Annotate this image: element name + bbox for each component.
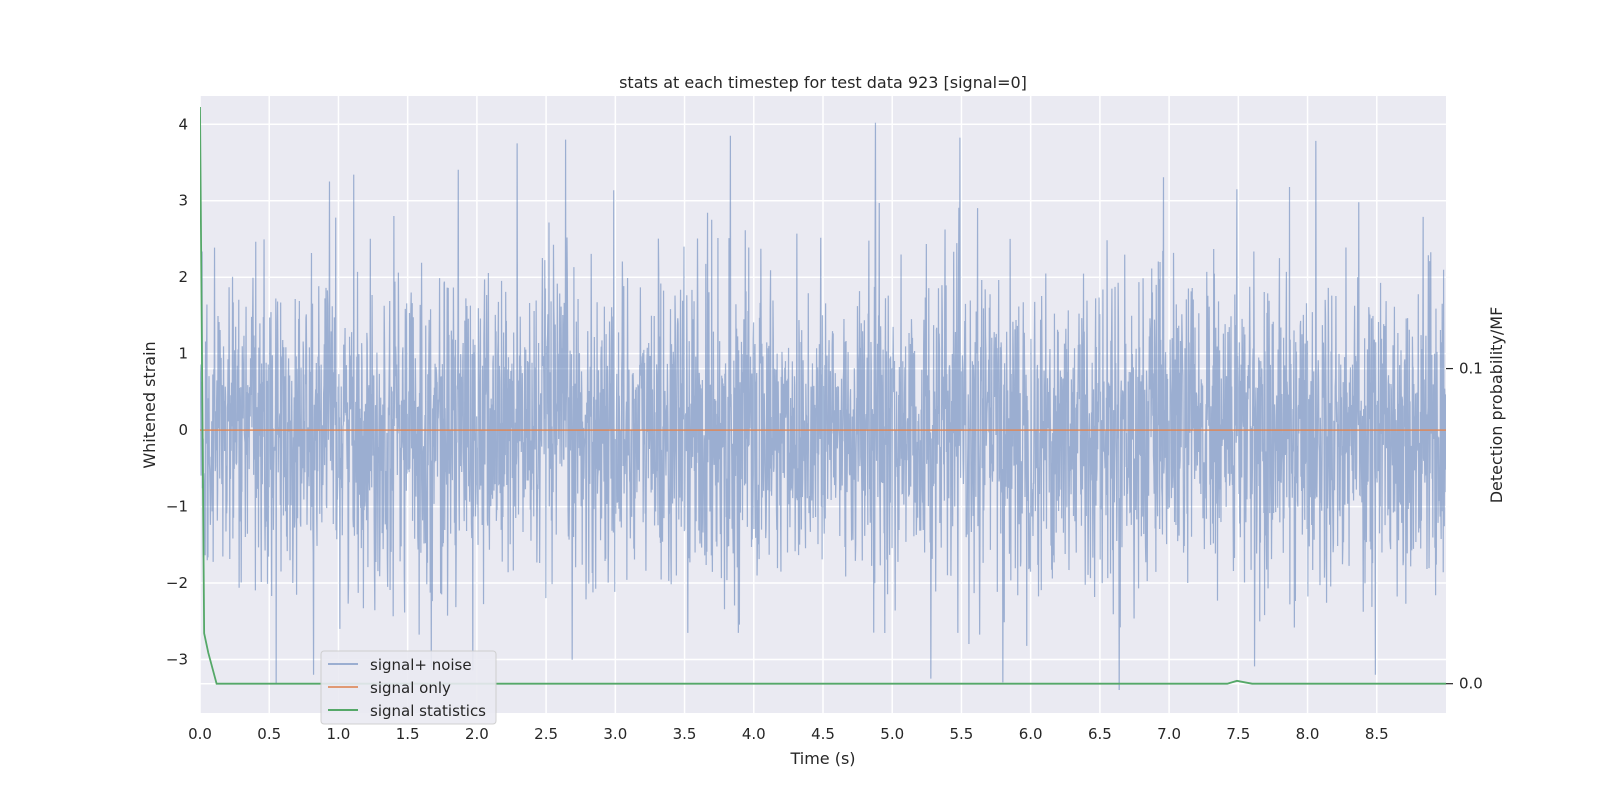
x-tick-label: 4.0 [742, 725, 766, 743]
x-tick-label: 7.5 [1226, 725, 1250, 743]
y-axis-label: Whitened strain [140, 341, 159, 468]
legend-label-signal-statistics: signal statistics [370, 702, 486, 720]
y-tick-label: −2 [166, 574, 188, 592]
y-tick-label: 0 [178, 421, 188, 439]
x-tick-label: 1.0 [327, 725, 351, 743]
y-tick-label: −3 [166, 650, 188, 668]
legend: signal+ noise signal only signal statist… [320, 650, 497, 725]
y-axis-right-label: Detection probability/MF [1487, 307, 1506, 504]
legend-label-signal-noise: signal+ noise [370, 656, 472, 674]
y-tick-label: 1 [178, 345, 188, 363]
y-tick-label: 3 [178, 192, 188, 210]
x-tick-label: 0.5 [257, 725, 281, 743]
x-tick-label: 3.5 [673, 725, 697, 743]
x-tick-label: 8.0 [1296, 725, 1320, 743]
y-axis-ticks: −3 −2 −1 0 1 2 3 4 [166, 115, 188, 668]
x-tick-label: 7.0 [1157, 725, 1181, 743]
legend-box [320, 650, 497, 725]
series-layer [200, 107, 1446, 690]
x-tick-label: 8.5 [1365, 725, 1389, 743]
x-tick-label: 2.5 [534, 725, 558, 743]
y-axis-right-ticks: 0.0 0.1 [1446, 360, 1483, 693]
y-tick-label: 2 [178, 268, 188, 286]
y-right-tick-label: 0.0 [1459, 675, 1483, 693]
x-tick-label: 0.0 [188, 725, 212, 743]
x-tick-label: 5.5 [950, 725, 974, 743]
chart-title: stats at each timestep for test data 923… [619, 73, 1027, 92]
y-right-tick-label: 0.1 [1459, 360, 1483, 378]
x-tick-label: 6.0 [1019, 725, 1043, 743]
x-tick-label: 6.5 [1088, 725, 1112, 743]
legend-label-signal-only: signal only [370, 679, 451, 697]
series-signal-statistics-line [200, 107, 1446, 685]
x-axis-label: Time (s) [789, 749, 855, 768]
x-tick-label: 4.5 [811, 725, 835, 743]
x-tick-label: 3.0 [603, 725, 627, 743]
x-tick-label: 2.0 [465, 725, 489, 743]
y-tick-label: −1 [166, 498, 188, 516]
y-tick-label: 4 [178, 115, 188, 133]
series-signal-noise-line [200, 122, 1446, 690]
x-tick-label: 1.5 [396, 725, 420, 743]
x-axis-ticks: 0.0 0.5 1.0 1.5 2.0 2.5 3.0 3.5 4.0 4.5 5.0 5.5 6.0 6… [188, 725, 1389, 743]
x-tick-label: 5.0 [880, 725, 904, 743]
